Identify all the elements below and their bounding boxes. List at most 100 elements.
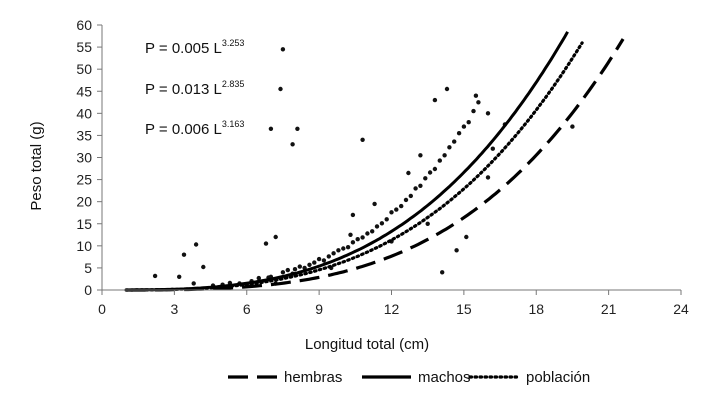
data-point: [437, 158, 442, 163]
data-point: [432, 97, 438, 103]
data-point: [263, 241, 269, 246]
data-point: [256, 275, 261, 281]
data-point: [473, 93, 479, 98]
data-point: [341, 246, 346, 251]
equation-base: P = 0.006 L: [145, 121, 222, 138]
equation-1: P = 0.005 L3.253: [145, 38, 244, 57]
equation-2: P = 0.013 L2.835: [145, 79, 244, 98]
data-point: [394, 207, 399, 212]
data-point: [423, 176, 428, 181]
data-point: [336, 248, 341, 253]
data-point: [379, 221, 385, 226]
data-point: [290, 142, 295, 147]
data-point: [273, 234, 278, 240]
data-point: [442, 153, 447, 158]
data-point: [461, 124, 467, 129]
data-point: [444, 86, 450, 92]
data-point: [348, 232, 353, 237]
y-axis-title: Peso total (g): [28, 121, 45, 210]
x-tick-label: 12: [384, 301, 400, 317]
data-point: [466, 120, 471, 125]
data-point: [326, 254, 331, 259]
data-point: [464, 234, 469, 240]
data-point: [452, 139, 457, 144]
x-tick-label: 15: [456, 301, 472, 317]
data-point: [307, 262, 312, 267]
y-tick-label: 25: [76, 172, 92, 188]
data-point: [476, 100, 481, 105]
data-point: [350, 240, 356, 245]
data-point: [372, 201, 377, 207]
data-point: [191, 281, 196, 286]
x-tick-label: 9: [315, 301, 323, 317]
data-point: [280, 270, 286, 275]
data-point: [345, 245, 351, 250]
y-tick-label: 10: [76, 238, 92, 254]
data-point: [384, 217, 389, 222]
data-point: [181, 252, 187, 257]
equation-exponent: 3.163: [222, 119, 245, 129]
data-point: [193, 242, 199, 247]
equation-3: P = 0.006 L3.163: [145, 119, 244, 138]
data-point: [427, 170, 433, 175]
data-point: [485, 111, 491, 116]
data-point: [285, 267, 290, 273]
data-point: [280, 47, 286, 52]
data-point: [440, 270, 445, 275]
y-tick-label: 15: [76, 216, 92, 232]
y-tick-label: 30: [76, 150, 92, 166]
data-point: [278, 86, 283, 92]
data-point: [297, 264, 302, 269]
data-point: [413, 186, 418, 191]
x-axis-title: Longitud total (cm): [305, 336, 429, 353]
x-tick-label: 6: [243, 301, 251, 317]
data-point: [418, 183, 423, 188]
data-point: [454, 248, 459, 253]
data-point: [365, 231, 370, 236]
data-point: [201, 264, 206, 270]
y-tick-label: 45: [76, 83, 92, 99]
y-tick-label: 0: [84, 282, 92, 298]
legend-label-hembras: hembras: [284, 369, 342, 386]
data-point: [447, 145, 452, 150]
x-tick-label: 18: [528, 301, 544, 317]
data-point: [485, 175, 491, 180]
axes: 0 3 6 9 12 15 18 21 24 0 5 10 15 20 25 30 35 40 45 50 55 60: [76, 17, 689, 317]
data-point: [312, 260, 317, 265]
legend: hembras machos población: [228, 369, 590, 386]
data-point: [295, 126, 300, 131]
curve-machos: [126, 31, 569, 292]
equation-base: P = 0.005 L: [145, 40, 222, 57]
y-tick-label: 60: [76, 17, 92, 33]
data-point: [360, 137, 365, 142]
y-tick-label: 50: [76, 61, 92, 77]
data-point: [268, 126, 274, 131]
x-tick-label: 0: [98, 301, 106, 317]
data-point: [570, 124, 575, 129]
curve-población: [124, 41, 584, 292]
data-point: [355, 237, 360, 242]
y-tick-label: 20: [76, 194, 92, 210]
equation-base: P = 0.013 L: [145, 81, 222, 98]
data-point: [490, 146, 495, 151]
x-tick-label: 21: [601, 301, 617, 317]
data-point: [331, 251, 336, 256]
equation-exponent: 3.253: [222, 38, 245, 48]
data-point: [360, 235, 365, 240]
data-point: [374, 224, 380, 229]
fit-curves: [124, 31, 625, 292]
legend-label-machos: machos: [418, 369, 471, 386]
data-point: [456, 131, 462, 136]
equation-exponent: 2.835: [222, 79, 245, 89]
y-tick-label: 40: [76, 105, 92, 121]
data-point: [316, 256, 322, 262]
data-point: [403, 197, 409, 203]
data-point: [425, 221, 430, 226]
data-point: [432, 166, 438, 172]
y-tick-label: 35: [76, 127, 92, 143]
data-point: [399, 203, 404, 209]
equations: P = 0.005 L3.253 P = 0.013 L2.835 P = 0.00…: [145, 38, 244, 138]
y-tick-label: 5: [84, 260, 92, 276]
y-tick-label: 55: [76, 39, 92, 55]
